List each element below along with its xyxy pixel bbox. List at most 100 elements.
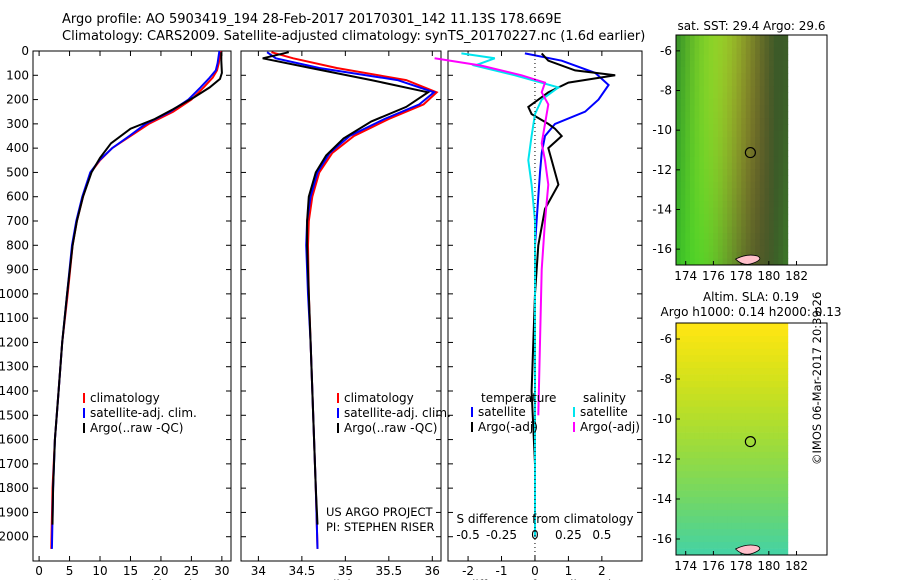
sla-map-field-cell [741, 342, 747, 350]
sst-map-field-cell [685, 150, 691, 157]
sla-map-field-cell [764, 381, 770, 388]
sst-map-field-cell [699, 98, 705, 106]
sst-map-field-cell [764, 220, 770, 228]
sla-map-field-cell [769, 548, 775, 556]
sst-map-field-cell [759, 130, 765, 138]
sst-map-field-cell [764, 118, 770, 125]
sla-map-field-cell [717, 490, 723, 498]
sla-map-field-cell [676, 355, 682, 362]
sla-map-field-cell [764, 393, 770, 401]
sla-map-field-cell [731, 335, 737, 343]
sst-map-field-cell [713, 226, 719, 234]
sst-map-field-cell [773, 213, 779, 221]
sla-map-field-cell [676, 464, 682, 472]
sla-map-field-cell [741, 432, 747, 440]
sla-map-field-cell [727, 503, 733, 511]
sst-map-field-cell [727, 73, 733, 81]
sla-map-field-cell [736, 374, 742, 382]
sst-map-field-cell [764, 194, 770, 202]
sst-map-field-cell [736, 111, 742, 119]
sla-map-field-cell [708, 329, 714, 337]
sst-map-field-cell [703, 252, 709, 259]
sla-map-field-cell [676, 400, 682, 408]
sla-map-field-cell [773, 522, 779, 530]
sst-map-field-cell [685, 201, 691, 208]
sst-map-field-cell [708, 156, 714, 164]
sla-map-field-cell [699, 451, 705, 459]
sla-map-field-cell [685, 393, 691, 401]
sla-map-field-cell [778, 522, 784, 530]
sst-map-frame [675, 34, 828, 266]
sst-map-field-cell [755, 207, 761, 215]
sst-map-field-cell [694, 169, 700, 176]
sst-map-field-cell [680, 92, 686, 100]
sst-map-field-cell [694, 181, 700, 189]
sst-map-field-cell [717, 79, 723, 87]
sst-map-field-cell [722, 60, 728, 68]
sla-map-field-cell [727, 548, 733, 556]
sst-map-argo-marker [744, 146, 756, 159]
sla-map-field-cell [778, 477, 784, 485]
sst-map-field-cell [713, 41, 719, 49]
sla-map-field-cell [755, 374, 761, 382]
sst-map-field-cell [685, 54, 691, 61]
sla-map-field-cell [750, 355, 756, 362]
sst-map-field-cell [773, 233, 779, 240]
salinity-legend-label: Argo(..raw -QC) [344, 421, 437, 435]
sst-map-field-cell [764, 130, 770, 138]
sst-map-field-cell [759, 220, 765, 228]
sst-map-field-cell [755, 181, 761, 189]
sst-map-field-cell [764, 41, 770, 49]
sla-map-field-cell [699, 439, 705, 446]
sst-map-field-cell [680, 245, 686, 253]
sla-map-field-cell [685, 509, 691, 517]
sla-map-field-cell [717, 432, 723, 440]
sla-map-field-cell [717, 535, 723, 543]
sla-map-field-cell [745, 458, 751, 466]
sla-map-field-cell [759, 509, 765, 517]
sla-map-field-cell [727, 355, 733, 362]
sla-map-field-cell [755, 413, 761, 420]
depth-tick-label: 1000 [0, 287, 29, 301]
sst-map-field-cell [764, 207, 770, 215]
sst-map-field-cell [769, 245, 775, 253]
sla-map-field-cell [694, 348, 700, 356]
sst-map-field-cell [769, 118, 775, 125]
sla-map-field-cell [708, 535, 714, 543]
sla-map-field-cell [703, 451, 709, 459]
sst-map-field-cell [755, 86, 761, 93]
sst-map-field-cell [703, 181, 709, 189]
sla-map-field-cell [750, 509, 756, 517]
sst-map-field-cell [741, 207, 747, 215]
sla-map-field-cell [708, 361, 714, 369]
sst-map-field-cell [750, 66, 756, 74]
sla-map-field-cell [736, 529, 742, 536]
sla-map-field-cell [703, 464, 709, 472]
sst-map-field-cell [778, 258, 784, 266]
sla-map-field-cell [769, 419, 775, 427]
sla-map-field-cell [690, 548, 696, 556]
sst-map-field-cell [685, 226, 691, 234]
sst-map-field-cell [703, 54, 709, 61]
sla-map-field-cell [783, 497, 789, 504]
sla-map-field-cell [708, 542, 714, 549]
sst-map-field-cell [745, 143, 751, 151]
sst-map-field-cell [717, 41, 723, 49]
sst-map-field-cell [727, 124, 733, 132]
sst-map-field-cell [703, 207, 709, 215]
sla-map-field-cell [694, 529, 700, 536]
sla-map-field-cell [773, 387, 779, 395]
sla-map-field-cell [769, 374, 775, 382]
sla-map-field-cell [694, 406, 700, 414]
sst-map-field-cell [694, 73, 700, 81]
sst-map-field-cell [680, 239, 686, 247]
sst-map-field-cell [703, 105, 709, 113]
sst-map-field-cell [722, 181, 728, 189]
sla-map-field-cell [699, 432, 705, 440]
sst-map-field-cell [769, 233, 775, 240]
sla-map-field-cell [769, 329, 775, 337]
diff-s-legend-label: satellite [580, 405, 628, 419]
sla-map-field-cell [703, 335, 709, 343]
sla-map-field-cell [755, 548, 761, 556]
sst-map-field-cell [722, 239, 728, 247]
